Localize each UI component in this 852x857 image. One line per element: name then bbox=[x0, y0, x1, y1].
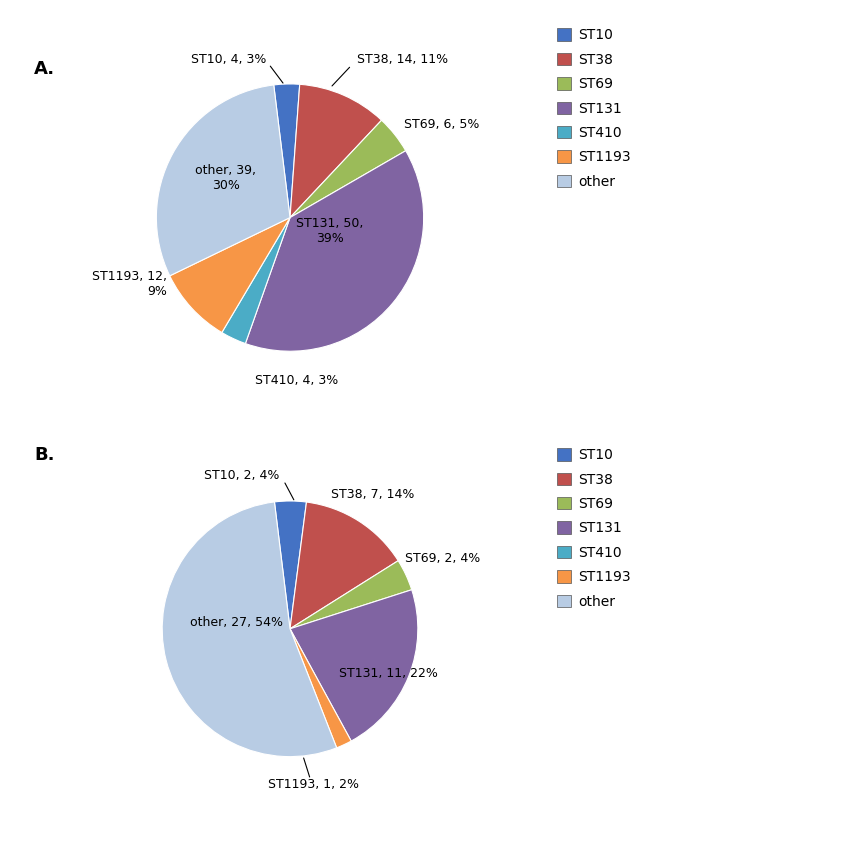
Wedge shape bbox=[222, 218, 290, 344]
Wedge shape bbox=[162, 502, 337, 757]
Legend: ST10, ST38, ST69, ST131, ST410, ST1193, other: ST10, ST38, ST69, ST131, ST410, ST1193, … bbox=[552, 444, 634, 613]
Text: other, 39,
30%: other, 39, 30% bbox=[195, 164, 256, 191]
Text: ST69, 2, 4%: ST69, 2, 4% bbox=[405, 552, 480, 565]
Wedge shape bbox=[290, 629, 351, 748]
Wedge shape bbox=[273, 84, 299, 218]
Wedge shape bbox=[170, 218, 290, 333]
Wedge shape bbox=[290, 590, 417, 741]
Text: ST10, 2, 4%: ST10, 2, 4% bbox=[204, 469, 279, 482]
Wedge shape bbox=[290, 502, 398, 629]
Wedge shape bbox=[290, 84, 381, 218]
Text: ST131, 11, 22%: ST131, 11, 22% bbox=[338, 667, 437, 680]
Text: ST38, 14, 11%: ST38, 14, 11% bbox=[356, 53, 447, 66]
Wedge shape bbox=[156, 85, 290, 276]
Text: ST38, 7, 14%: ST38, 7, 14% bbox=[331, 488, 414, 501]
Wedge shape bbox=[274, 501, 306, 629]
Text: other, 27, 54%: other, 27, 54% bbox=[190, 616, 283, 629]
Text: ST69, 6, 5%: ST69, 6, 5% bbox=[403, 117, 479, 130]
Text: B.: B. bbox=[34, 446, 55, 464]
Text: ST10, 4, 3%: ST10, 4, 3% bbox=[190, 53, 266, 66]
Wedge shape bbox=[290, 560, 412, 629]
Text: ST1193, 12,
9%: ST1193, 12, 9% bbox=[92, 271, 167, 298]
Text: A.: A. bbox=[34, 60, 55, 78]
Text: ST410, 4, 3%: ST410, 4, 3% bbox=[255, 375, 338, 387]
Text: ST1193, 1, 2%: ST1193, 1, 2% bbox=[268, 778, 358, 791]
Wedge shape bbox=[245, 151, 423, 351]
Wedge shape bbox=[290, 120, 406, 218]
Text: ST131, 50,
39%: ST131, 50, 39% bbox=[296, 217, 363, 245]
Legend: ST10, ST38, ST69, ST131, ST410, ST1193, other: ST10, ST38, ST69, ST131, ST410, ST1193, … bbox=[552, 24, 634, 193]
